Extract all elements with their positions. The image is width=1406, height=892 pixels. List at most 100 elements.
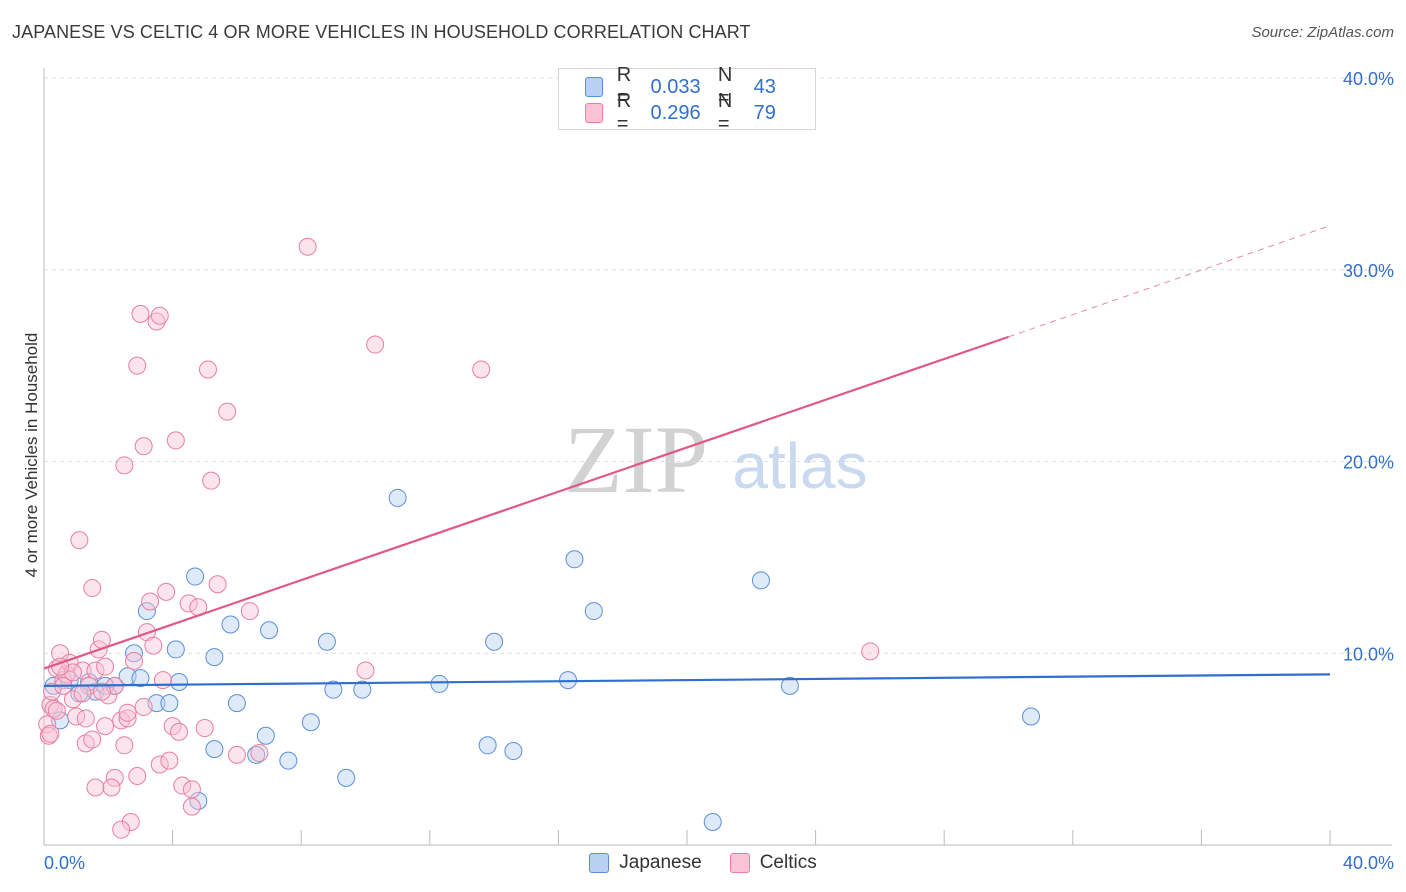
point-celtics <box>182 797 201 816</box>
point-celtics <box>125 651 144 670</box>
point-japanese <box>125 644 144 663</box>
point-japanese <box>137 602 156 621</box>
legend-item-celtics[interactable]: Celtics <box>729 852 817 874</box>
point-celtics <box>118 709 137 728</box>
watermark: ZIP atlas <box>564 406 868 513</box>
point-celtics <box>115 456 134 475</box>
point-celtics <box>227 745 246 764</box>
point-japanese <box>160 694 179 713</box>
point-celtics <box>83 730 102 749</box>
point-celtics <box>96 657 115 676</box>
chart-title: JAPANESE VS CELTIC 4 OR MORE VEHICLES IN… <box>12 22 751 42</box>
point-japanese <box>780 676 799 695</box>
point-celtics <box>96 717 115 736</box>
point-celtics <box>218 402 237 421</box>
point-celtics <box>128 766 147 785</box>
point-celtics <box>141 592 160 611</box>
point-japanese <box>751 571 770 590</box>
legend-r-label: R = <box>616 64 632 109</box>
point-japanese <box>260 621 279 640</box>
point-japanese <box>478 736 497 755</box>
point-celtics <box>134 697 153 716</box>
point-japanese <box>485 632 504 651</box>
point-celtics <box>63 690 82 709</box>
y-tick-label: 30.0% <box>1343 261 1394 281</box>
point-celtics <box>202 471 221 490</box>
point-celtics <box>44 699 63 718</box>
legend-item-japanese[interactable]: Japanese <box>589 852 702 874</box>
point-japanese <box>170 673 189 692</box>
trendline-extension-celtics <box>1008 225 1331 338</box>
watermark-zip: ZIP <box>564 406 708 513</box>
point-celtics <box>160 751 179 770</box>
point-japanese <box>703 812 722 831</box>
point-japanese <box>205 648 224 667</box>
legend-label-celtics: Celtics <box>759 852 817 873</box>
point-celtics <box>38 715 57 734</box>
legend-swatch-japanese <box>585 77 603 97</box>
legend-swatch-celtics <box>585 103 603 123</box>
legend-n-label: N = <box>717 64 733 109</box>
point-celtics <box>240 602 259 621</box>
point-celtics <box>356 661 375 680</box>
point-celtics <box>472 360 491 379</box>
point-celtics <box>195 719 214 738</box>
point-japanese <box>353 680 372 699</box>
point-japanese <box>247 745 266 764</box>
legend-n-label: N = <box>717 90 733 135</box>
point-celtics <box>150 306 169 325</box>
point-celtics <box>83 579 102 598</box>
point-celtics <box>198 360 217 379</box>
point-celtics <box>147 312 166 331</box>
point-japanese <box>256 726 275 745</box>
data-points <box>38 237 1041 839</box>
point-celtics <box>115 736 134 755</box>
point-japanese <box>227 694 246 713</box>
legend-r-value: 0.033 <box>650 75 701 98</box>
point-celtics <box>166 431 185 450</box>
point-celtics <box>134 437 153 456</box>
x-tick-label-right: 40.0% <box>1343 853 1394 873</box>
point-japanese <box>279 751 298 770</box>
point-celtics <box>105 768 124 787</box>
point-celtics <box>86 778 105 797</box>
point-japanese <box>1022 707 1041 726</box>
point-celtics <box>157 582 176 601</box>
legend-row-japanese: R = 0.033 N = 43 <box>585 64 815 109</box>
point-japanese <box>131 669 150 688</box>
point-japanese <box>337 768 356 787</box>
point-celtics <box>128 356 147 375</box>
legend-n-value: 43 <box>753 75 776 98</box>
point-celtics <box>47 701 66 720</box>
point-celtics <box>51 644 70 663</box>
point-celtics <box>102 778 121 797</box>
legend-label-japanese: Japanese <box>619 852 702 873</box>
point-celtics <box>182 780 201 799</box>
legend-n-value: 79 <box>753 101 776 124</box>
point-celtics <box>366 335 385 354</box>
x-tick-label-left: 0.0% <box>44 853 85 873</box>
legend-stats: R = 0.033 N = 43 R = 0.296 N = 79 <box>558 64 816 135</box>
point-celtics <box>76 709 95 728</box>
point-celtics <box>144 636 163 655</box>
point-celtics <box>70 531 89 550</box>
point-celtics <box>250 743 269 762</box>
point-japanese <box>430 674 449 693</box>
point-celtics <box>131 304 150 323</box>
grid <box>44 77 1392 654</box>
point-japanese <box>301 713 320 732</box>
point-japanese <box>221 615 240 634</box>
y-tick-label: 10.0% <box>1343 644 1394 664</box>
point-japanese <box>166 640 185 659</box>
watermark-atlas: atlas <box>732 430 867 502</box>
legend-row-celtics: R = 0.296 N = 79 <box>585 90 815 135</box>
point-celtics <box>112 820 131 839</box>
point-celtics <box>92 682 111 701</box>
point-celtics <box>208 575 227 594</box>
point-celtics <box>121 812 140 831</box>
trendline-japanese <box>43 673 1331 687</box>
y-axis-title: 4 or more Vehicles in Household <box>22 332 41 578</box>
point-japanese <box>324 680 343 699</box>
point-japanese <box>584 602 603 621</box>
